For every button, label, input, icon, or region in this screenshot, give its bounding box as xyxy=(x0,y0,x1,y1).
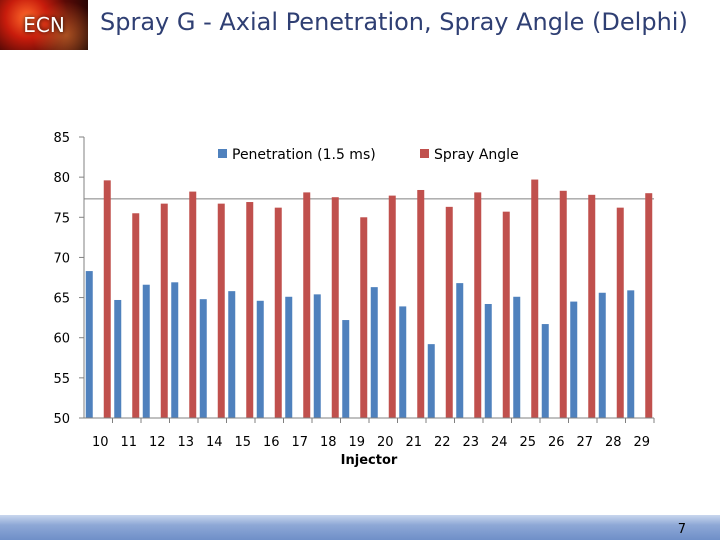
x-axis-title: Injector xyxy=(341,453,398,468)
logo-text: ECN xyxy=(23,13,65,37)
x-tick-label: 26 xyxy=(548,435,565,450)
penetration-bar xyxy=(114,299,122,418)
x-tick-label: 23 xyxy=(462,435,479,450)
x-tick-label: 27 xyxy=(576,435,593,450)
x-tick-label: 22 xyxy=(434,435,451,450)
penetration-bar xyxy=(85,271,93,418)
x-tick-label: 15 xyxy=(234,435,251,450)
x-tick-label: 24 xyxy=(491,435,508,450)
x-tick-label: 20 xyxy=(377,435,394,450)
spray-angle-bar xyxy=(445,206,453,418)
x-tick-label: 13 xyxy=(177,435,194,450)
spray-angle-bar xyxy=(616,207,624,418)
penetration-bar xyxy=(570,301,578,418)
y-tick-labels: 50 55 60 65 70 75 80 85 xyxy=(53,131,70,427)
spray-angle-bar xyxy=(360,217,368,418)
ecn-logo: ECN xyxy=(0,0,88,50)
x-tick-label: 12 xyxy=(149,435,166,450)
penetration-bar xyxy=(541,324,549,418)
spray-angle-bar xyxy=(217,203,225,418)
penetration-bar xyxy=(142,284,150,418)
legend-swatch-penetration xyxy=(218,149,227,158)
legend-label-spray-angle: Spray Angle xyxy=(434,147,519,163)
spray-angle-bar xyxy=(331,197,339,418)
spray-angle-bar xyxy=(274,207,282,418)
penetration-bar xyxy=(484,303,492,418)
x-tick-label: 16 xyxy=(263,435,280,450)
legend-swatch-spray-angle xyxy=(420,149,429,158)
x-tick-labels: 10 11 12 13 14 15 16 17 18 19 20 21 22 23 24 25 26 27 28 29 xyxy=(92,435,650,450)
spray-angle-bar xyxy=(588,194,596,418)
header-bar: ECN Spray G - Axial Penetration, Spray A… xyxy=(0,0,720,50)
spray-angle-bar xyxy=(160,203,168,418)
x-tick-label: 10 xyxy=(92,435,109,450)
x-tick-label: 11 xyxy=(120,435,137,450)
x-tick-label: 17 xyxy=(291,435,308,450)
x-tick-label: 25 xyxy=(519,435,536,450)
penetration-bar xyxy=(228,291,236,418)
x-tick-label: 14 xyxy=(206,435,223,450)
y-tick-label: 60 xyxy=(53,332,70,347)
spray-angle-bar xyxy=(559,190,567,418)
penetration-bar xyxy=(627,290,635,418)
penetration-bar xyxy=(313,294,321,418)
x-tick-label: 21 xyxy=(405,435,422,450)
spray-angle-bar xyxy=(502,211,510,418)
x-tick-label: 19 xyxy=(348,435,365,450)
spray-angle-bar xyxy=(531,179,539,418)
chart-bars xyxy=(85,179,653,418)
spray-angle-bar xyxy=(388,195,396,418)
page-number: 7 xyxy=(677,522,686,537)
footer-bar xyxy=(0,515,720,540)
legend-label-penetration: Penetration (1.5 ms) xyxy=(232,147,376,163)
penetration-bar xyxy=(598,292,606,418)
penetration-bar xyxy=(256,300,264,418)
y-tick-label: 50 xyxy=(53,412,70,427)
slide-title: Spray G - Axial Penetration, Spray Angle… xyxy=(100,8,688,36)
x-tick-label: 18 xyxy=(320,435,337,450)
penetration-bar xyxy=(370,287,378,418)
spray-angle-bar xyxy=(132,213,140,418)
x-tick-label: 28 xyxy=(605,435,622,450)
spray-angle-bar xyxy=(474,192,482,418)
bar-chart: 50 55 60 65 70 75 80 85 10 11 12 13 14 15 16 17 18 19 20 2… xyxy=(53,131,655,468)
y-tick-label: 65 xyxy=(53,292,70,307)
penetration-bar xyxy=(342,320,350,418)
spray-angle-bar xyxy=(645,193,653,418)
spray-angle-bar xyxy=(246,202,254,418)
y-tick-label: 55 xyxy=(53,372,70,387)
spray-angle-bar xyxy=(417,189,425,418)
x-tick-label: 29 xyxy=(633,435,650,450)
y-tick-label: 80 xyxy=(53,171,70,186)
penetration-bar xyxy=(285,296,293,418)
penetration-bar xyxy=(399,306,407,418)
penetration-bar xyxy=(427,344,435,418)
chart-axes xyxy=(79,136,655,423)
penetration-bar xyxy=(456,283,464,418)
penetration-bar xyxy=(513,296,521,418)
spray-angle-bar xyxy=(303,192,311,418)
y-tick-label: 75 xyxy=(53,211,70,226)
y-tick-label: 85 xyxy=(53,131,70,146)
penetration-bar xyxy=(171,282,179,418)
spray-angle-bar xyxy=(103,180,111,418)
chart-legend: Penetration (1.5 ms) Spray Angle xyxy=(218,147,519,163)
y-tick-label: 70 xyxy=(53,251,70,266)
spray-angle-bar xyxy=(189,191,197,418)
penetration-bar xyxy=(199,299,207,418)
